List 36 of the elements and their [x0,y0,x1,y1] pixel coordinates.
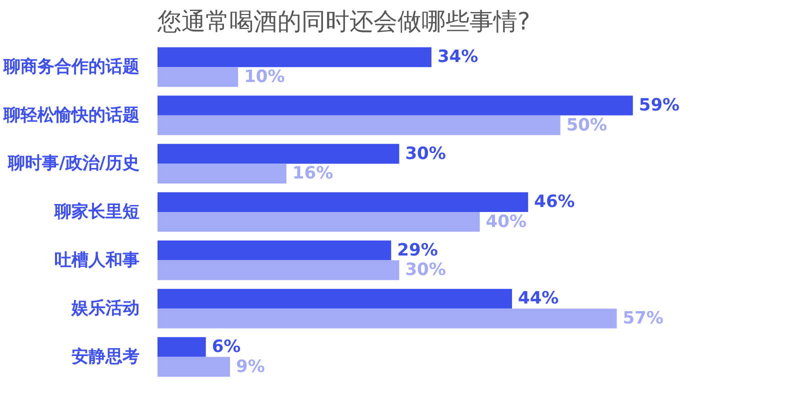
data-label: 57% [622,308,664,329]
data-label: 29% [397,240,438,260]
bar [158,260,400,280]
bar [158,67,238,87]
y-tick-label: 聊时事/政治/历史 [7,154,140,174]
data-label: 30% [405,260,446,280]
bar [158,308,617,328]
bar [158,144,400,164]
bar [158,356,230,377]
data-label: 16% [292,164,334,184]
data-label: 50% [566,115,608,136]
data-label: 44% [518,288,559,309]
data-label: 30% [405,144,446,164]
bar [158,212,480,232]
bar [158,96,633,116]
data-label: 34% [437,47,478,68]
data-label: 46% [534,192,575,212]
bar [158,164,286,184]
y-tick-label: 聊家长里短 [54,202,140,222]
y-tick-label: 娱乐活动 [70,298,140,319]
bar [158,337,206,357]
bar [158,192,528,212]
bar [158,240,392,260]
y-tick-label: 安静思考 [72,346,140,367]
bar [158,115,560,136]
y-tick-label: 聊商务合作的话题 [2,57,140,78]
data-label: 6% [212,337,241,358]
data-label: 10% [244,66,285,87]
data-label: 59% [638,95,680,116]
bar [158,288,512,309]
data-label: 9% [236,356,265,377]
data-label: 40% [486,212,526,232]
bar [158,47,432,68]
y-tick-label: 聊轻松愉快的话题 [2,105,140,126]
y-tick-label: 吐槽人和事 [54,250,140,270]
chart-title: 您通常喝酒的同时还会做哪些事情? [156,8,530,36]
